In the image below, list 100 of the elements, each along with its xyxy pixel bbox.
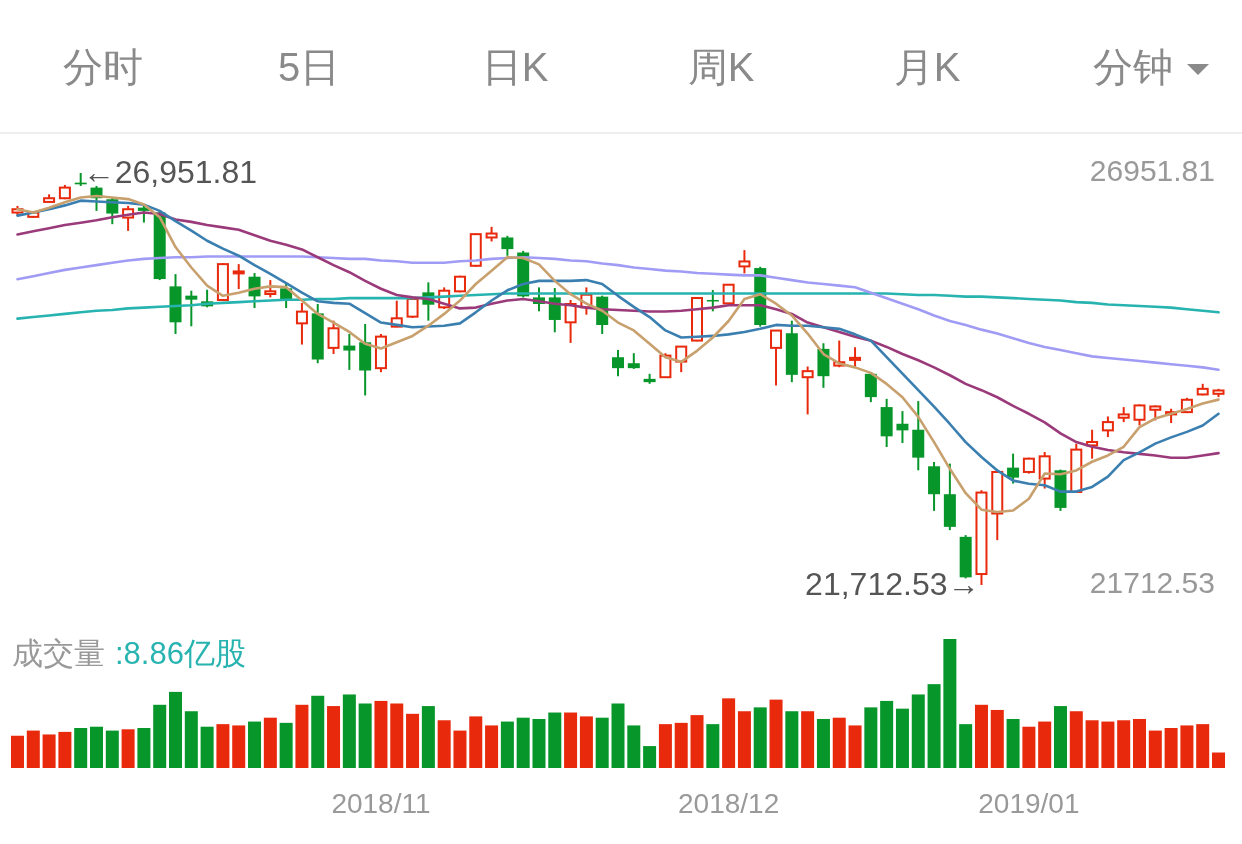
bar	[485, 725, 499, 768]
text: 分钟	[1093, 44, 1173, 89]
bar	[1101, 721, 1115, 768]
bar	[248, 721, 262, 768]
candlestick	[849, 346, 862, 369]
bar	[1212, 752, 1226, 768]
bar	[374, 700, 388, 768]
text: 分时	[63, 44, 143, 89]
bar	[737, 711, 751, 768]
bar	[785, 711, 799, 768]
bar	[437, 720, 451, 768]
bar	[453, 730, 467, 768]
annotation: ←26,951.81	[82, 154, 258, 191]
text: 周K	[687, 44, 755, 89]
y-tick-label: 26951.81	[1089, 153, 1215, 187]
text: 5日	[277, 44, 341, 89]
bar	[90, 726, 103, 768]
line-series	[16, 255, 1220, 372]
text: 月K	[893, 44, 961, 89]
bar	[121, 729, 135, 768]
bar	[1133, 718, 1146, 768]
bar	[342, 694, 356, 768]
candlestick	[295, 301, 308, 346]
bar	[674, 722, 688, 768]
bar	[974, 704, 988, 768]
bar	[643, 746, 657, 768]
bar	[1006, 718, 1020, 768]
bar	[406, 713, 420, 768]
bar	[816, 718, 830, 768]
bar	[1148, 730, 1162, 768]
bar	[1038, 721, 1052, 768]
annotation: 21,712.53→	[805, 566, 980, 603]
candlestick	[343, 332, 356, 371]
bar	[358, 703, 372, 768]
chart-subtitle: :8.86亿股	[115, 636, 246, 672]
bar	[1117, 720, 1131, 768]
bar	[10, 735, 24, 768]
bar	[327, 706, 341, 768]
bar	[895, 708, 909, 768]
bar	[943, 639, 957, 768]
bar	[548, 712, 562, 768]
bar	[105, 730, 119, 768]
bar	[390, 703, 404, 768]
bar	[690, 715, 704, 768]
bar	[469, 716, 483, 768]
bar	[848, 725, 862, 768]
bar	[927, 684, 941, 768]
bar	[1164, 728, 1178, 768]
bar	[137, 728, 151, 768]
y-tick-label: 21712.53	[1089, 565, 1215, 599]
candlestick	[612, 348, 624, 378]
bar	[216, 724, 230, 768]
bar	[153, 704, 167, 768]
candlestick	[738, 249, 751, 275]
bar	[1053, 706, 1067, 768]
bar	[595, 717, 609, 768]
bar	[200, 726, 214, 768]
candlestick	[1101, 415, 1114, 439]
bar	[1180, 725, 1194, 768]
bar	[169, 691, 183, 768]
bar	[232, 725, 246, 768]
bar	[611, 703, 625, 768]
candlestick	[801, 365, 814, 416]
bar	[564, 712, 578, 768]
candlestick	[896, 410, 909, 445]
bar	[279, 722, 293, 768]
bar	[421, 706, 435, 768]
x-tick-label: 2018/11	[331, 788, 431, 820]
bar	[769, 699, 783, 768]
bar	[42, 734, 56, 768]
candlestick	[327, 319, 340, 355]
bar	[263, 717, 277, 768]
bar	[184, 711, 198, 768]
bar	[1085, 720, 1099, 768]
x-tick-label: 2018/12	[678, 788, 780, 820]
candlestick	[185, 289, 198, 328]
bar	[74, 728, 88, 768]
chart-title: 成交量	[12, 636, 105, 672]
bar	[722, 698, 736, 768]
bar	[532, 718, 546, 768]
bar	[911, 694, 925, 768]
candlestick	[864, 371, 877, 404]
bar	[579, 716, 593, 768]
bar	[1069, 711, 1083, 768]
bar	[658, 724, 672, 768]
bar	[311, 695, 325, 768]
candlestick	[501, 234, 514, 257]
candlestick	[548, 287, 561, 334]
candlestick	[1133, 403, 1146, 427]
candlestick	[1007, 452, 1020, 485]
bar	[753, 707, 767, 768]
bar	[516, 717, 530, 768]
bar	[864, 707, 878, 768]
text: 日K	[481, 44, 549, 89]
bar	[500, 721, 514, 768]
bar	[959, 724, 973, 768]
x-tick-label: 2019/01	[978, 788, 1080, 820]
bar	[627, 725, 641, 768]
bar	[880, 700, 894, 768]
bar	[1196, 724, 1210, 768]
